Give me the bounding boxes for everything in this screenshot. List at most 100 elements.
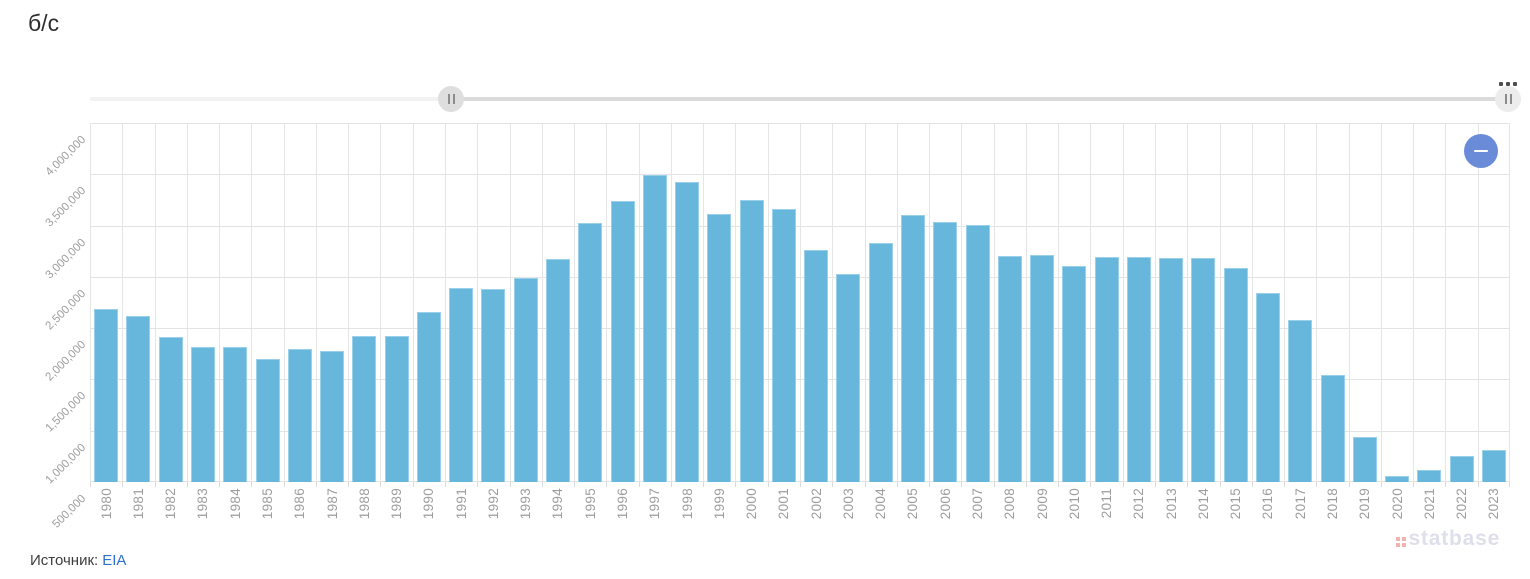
x-axis-tick-label: 1986 (292, 488, 308, 520)
bar-1982[interactable] (158, 336, 183, 482)
bar-1992[interactable] (481, 288, 506, 482)
bar-1995[interactable] (578, 222, 603, 482)
bar-2018[interactable] (1320, 374, 1345, 482)
bar-2017[interactable] (1288, 320, 1313, 482)
x-axis-tick-label: 1985 (259, 488, 275, 520)
bar-2019[interactable] (1352, 436, 1377, 482)
bar-1981[interactable] (126, 315, 151, 482)
x-axis-tick (1478, 482, 1479, 487)
x-gridline (994, 123, 995, 482)
x-gridline (510, 123, 511, 482)
bar-2003[interactable] (836, 274, 861, 482)
x-gridline (1155, 123, 1156, 482)
bar-2007[interactable] (965, 224, 990, 482)
bar-1985[interactable] (255, 358, 280, 482)
bar-1983[interactable] (190, 346, 215, 482)
bar-2013[interactable] (1159, 257, 1184, 482)
x-gridline (348, 123, 349, 482)
bar-2006[interactable] (933, 221, 958, 482)
bar-1989[interactable] (384, 336, 409, 482)
bar-1991[interactable] (449, 288, 474, 482)
dot-icon (1499, 82, 1503, 86)
grip-bar-icon (452, 94, 455, 104)
bar-2020[interactable] (1385, 475, 1410, 482)
x-axis-tick (219, 482, 220, 487)
scrollbar-track-idle[interactable] (90, 97, 451, 101)
x-gridline (251, 123, 252, 482)
bar-1996[interactable] (610, 201, 635, 482)
x-axis-tick (671, 482, 672, 487)
x-axis-tick (1058, 482, 1059, 487)
x-gridline (671, 123, 672, 482)
x-axis-tick (1123, 482, 1124, 487)
x-gridline (316, 123, 317, 482)
bar-1980[interactable] (94, 308, 119, 482)
x-axis-tick (1413, 482, 1414, 487)
x-axis-tick-label: 1992 (485, 488, 501, 520)
three-dots-menu-icon[interactable] (1499, 82, 1517, 86)
bar-2021[interactable] (1417, 469, 1442, 482)
x-axis-tick-label: 2015 (1228, 488, 1244, 520)
x-axis-tick (348, 482, 349, 487)
bar-2015[interactable] (1223, 267, 1248, 482)
x-axis-tick-label: 2010 (1066, 488, 1082, 520)
bar-2016[interactable] (1255, 293, 1280, 482)
bar-2012[interactable] (1126, 257, 1151, 482)
source-link[interactable]: EIA (102, 552, 127, 569)
x-axis-tick (155, 482, 156, 487)
bar-1990[interactable] (416, 312, 441, 482)
x-gridline (413, 123, 414, 482)
x-gridline (1509, 123, 1510, 482)
bar-2011[interactable] (1094, 257, 1119, 482)
x-axis-tick-label: 2012 (1131, 488, 1147, 520)
x-axis-tick (639, 482, 640, 487)
x-axis-tick-label: 2005 (905, 488, 921, 520)
bar-2001[interactable] (771, 208, 796, 482)
bar-1987[interactable] (320, 351, 345, 482)
bar-1984[interactable] (223, 346, 248, 482)
bar-2009[interactable] (1030, 255, 1055, 482)
bar-1994[interactable] (545, 258, 570, 482)
x-axis-tick (477, 482, 478, 487)
x-axis-tick (961, 482, 962, 487)
x-axis-tick-label: 1980 (98, 488, 114, 520)
x-axis-tick (1220, 482, 1221, 487)
x-axis-tick-label: 2001 (776, 488, 792, 520)
scrollbar-left-grip[interactable] (438, 86, 464, 112)
x-axis-tick-label: 2014 (1195, 488, 1211, 520)
scrollbar-right-grip[interactable] (1495, 86, 1521, 112)
bar-1986[interactable] (287, 348, 312, 482)
x-gridline (380, 123, 381, 482)
bar-1999[interactable] (707, 214, 732, 482)
x-axis-tick (768, 482, 769, 487)
x-axis-tick (413, 482, 414, 487)
bar-2002[interactable] (804, 249, 829, 482)
x-axis-tick (606, 482, 607, 487)
bar-2008[interactable] (997, 256, 1022, 482)
bar-2023[interactable] (1481, 449, 1506, 482)
x-axis-tick (574, 482, 575, 487)
bar-2004[interactable] (868, 242, 893, 482)
x-gridline (703, 123, 704, 482)
x-gridline (961, 123, 962, 482)
x-axis-tick (1381, 482, 1382, 487)
bar-2000[interactable] (739, 200, 764, 482)
bar-1988[interactable] (352, 335, 377, 482)
bar-2014[interactable] (1191, 257, 1216, 482)
x-gridline (445, 123, 446, 482)
bar-2005[interactable] (900, 215, 925, 482)
bar-2010[interactable] (1062, 265, 1087, 482)
x-axis-tick-label: 1993 (518, 488, 534, 520)
x-gridline (1478, 123, 1479, 482)
x-axis-tick-label: 1990 (421, 488, 437, 520)
x-gridline (155, 123, 156, 482)
bar-2022[interactable] (1449, 455, 1474, 482)
bar-1998[interactable] (675, 181, 700, 482)
bar-1993[interactable] (513, 277, 538, 482)
zoom-out-button[interactable] (1464, 134, 1498, 168)
x-axis-tick (832, 482, 833, 487)
x-gridline (1284, 123, 1285, 482)
bar-1997[interactable] (642, 174, 667, 482)
scrollbar-track-selected[interactable] (451, 97, 1508, 101)
x-gridline (1349, 123, 1350, 482)
